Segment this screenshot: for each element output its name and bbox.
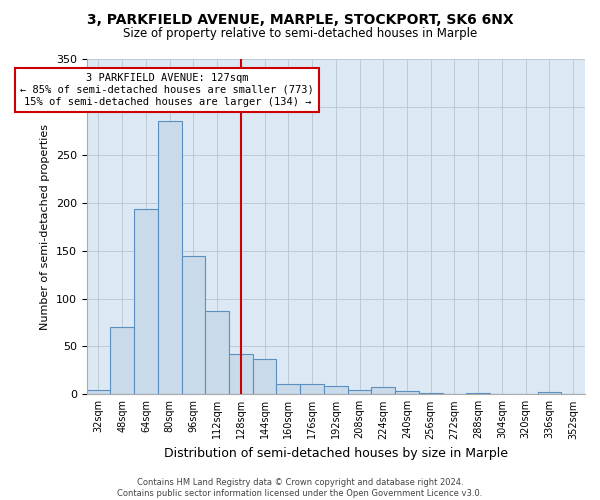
Bar	[371, 386, 395, 394]
Bar	[86, 390, 110, 394]
Text: Size of property relative to semi-detached houses in Marple: Size of property relative to semi-detach…	[123, 28, 477, 40]
Bar	[347, 390, 371, 394]
Bar	[158, 122, 182, 394]
Text: Contains HM Land Registry data © Crown copyright and database right 2024.
Contai: Contains HM Land Registry data © Crown c…	[118, 478, 482, 498]
Y-axis label: Number of semi-detached properties: Number of semi-detached properties	[40, 124, 50, 330]
Bar	[300, 384, 324, 394]
Bar	[205, 311, 229, 394]
Bar	[277, 384, 300, 394]
Bar	[134, 210, 158, 394]
Text: 3, PARKFIELD AVENUE, MARPLE, STOCKPORT, SK6 6NX: 3, PARKFIELD AVENUE, MARPLE, STOCKPORT, …	[86, 12, 514, 26]
Text: 3 PARKFIELD AVENUE: 127sqm
← 85% of semi-detached houses are smaller (773)
15% o: 3 PARKFIELD AVENUE: 127sqm ← 85% of semi…	[20, 74, 314, 106]
Bar	[110, 327, 134, 394]
Bar	[182, 256, 205, 394]
Bar	[324, 386, 347, 394]
Bar	[395, 392, 419, 394]
Bar	[229, 354, 253, 395]
Bar	[253, 359, 277, 394]
Bar	[538, 392, 561, 394]
X-axis label: Distribution of semi-detached houses by size in Marple: Distribution of semi-detached houses by …	[164, 447, 508, 460]
